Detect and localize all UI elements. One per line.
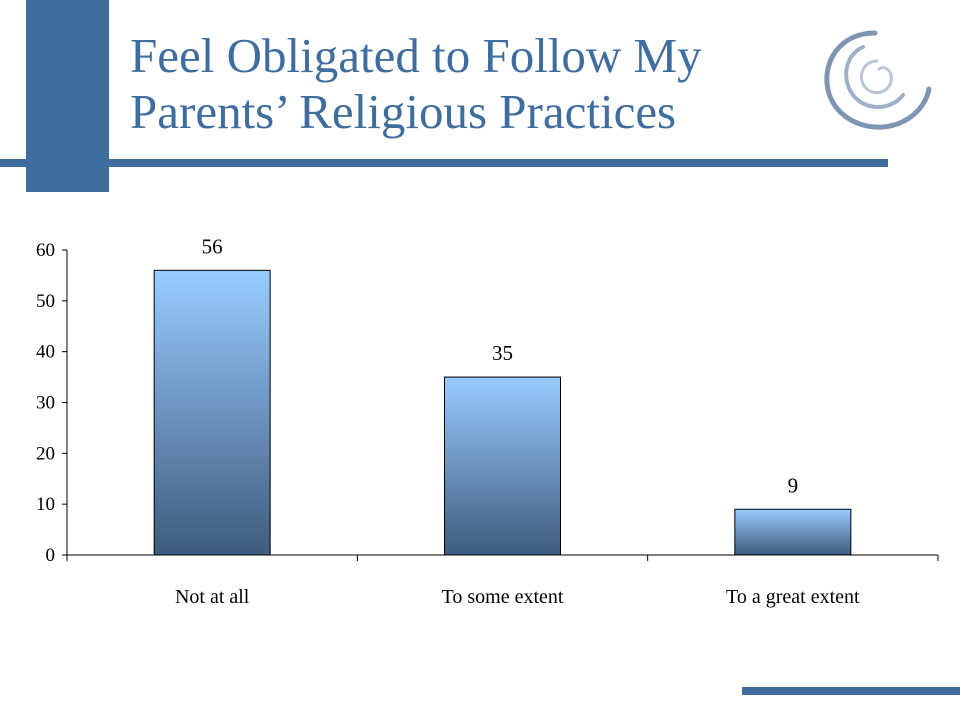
footer-accent-bar bbox=[742, 687, 960, 695]
title-underline-bar bbox=[0, 159, 888, 167]
slide-title-line-1: Feel Obligated to Follow My bbox=[130, 28, 702, 83]
y-tick-label: 40 bbox=[36, 342, 55, 363]
data-label: 56 bbox=[202, 234, 223, 258]
slide-title-line-2: Parents’ Religious Practices bbox=[130, 84, 677, 139]
slide-title: Feel Obligated to Follow My Parents’ Rel… bbox=[130, 28, 830, 140]
x-tick-label: Not at all bbox=[175, 586, 250, 608]
plot-area: 0 10 20 30 40 50 60 56 Not at all 35 To some exten… bbox=[36, 234, 939, 608]
data-label: 9 bbox=[788, 473, 799, 497]
data-label: 35 bbox=[492, 341, 513, 365]
y-tick-label: 50 bbox=[36, 291, 55, 312]
x-tick-label: To a great extent bbox=[726, 586, 860, 608]
y-tick-label: 30 bbox=[36, 393, 55, 414]
bar bbox=[734, 508, 852, 556]
y-tick-label: 10 bbox=[36, 494, 55, 515]
bar bbox=[444, 376, 561, 556]
bar-chart: 0 10 20 30 40 50 60 56 Not at all 35 To some exten… bbox=[36, 234, 939, 608]
swirl-logo-icon bbox=[824, 30, 932, 130]
bar bbox=[153, 269, 271, 556]
y-tick-label: 0 bbox=[46, 545, 56, 566]
x-tick-label: To some extent bbox=[442, 586, 564, 608]
y-tick-label: 20 bbox=[36, 443, 55, 464]
y-tick-label: 60 bbox=[36, 240, 55, 261]
